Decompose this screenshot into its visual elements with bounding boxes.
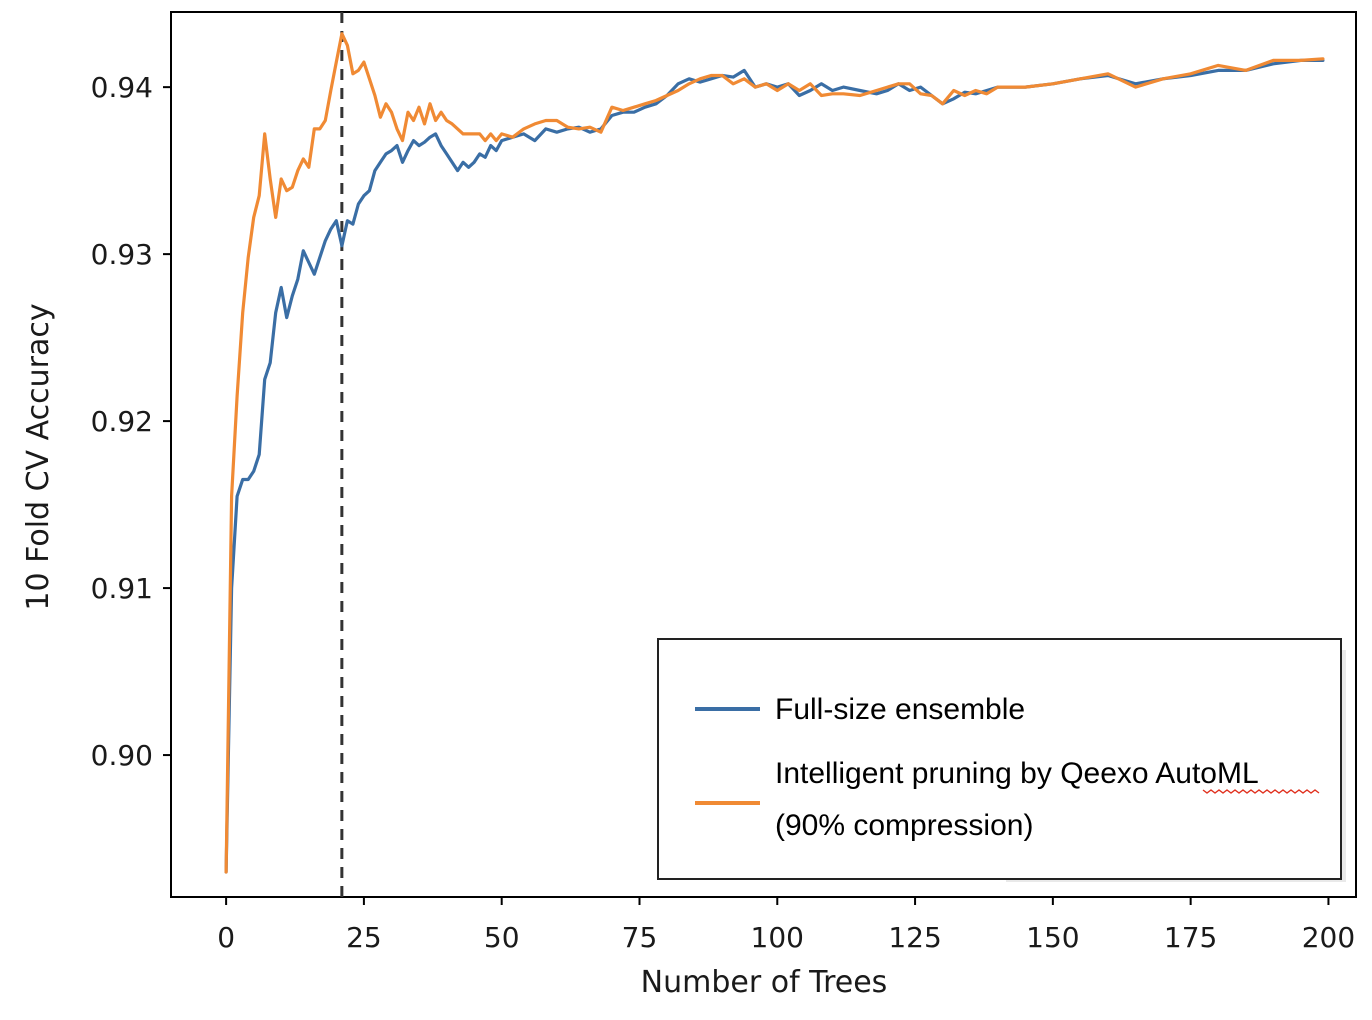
series-layer — [224, 32, 1325, 874]
legend-box — [657, 638, 1342, 880]
x-tick-label: 175 — [1164, 921, 1217, 954]
x-tick-label: 50 — [484, 921, 520, 954]
y-tick-label: 0.91 — [91, 572, 153, 605]
y-axis-label: 10 Fold CV Accuracy — [21, 303, 56, 610]
x-tick-label: 25 — [346, 921, 382, 954]
plot-frame — [170, 11, 1357, 898]
x-axis-ticks: 0 25 50 75 100 125 150 175 200 — [217, 897, 1355, 954]
y-tick-label: 0.92 — [91, 405, 153, 438]
spellcheck-squiggle — [1202, 789, 1320, 794]
x-axis-label: Number of Trees — [641, 965, 888, 1000]
y-tick-label: 0.93 — [91, 238, 153, 271]
legend: Full-size ensemble Intelligent pruning b… — [657, 638, 1346, 882]
series-line-intelligent-pruning — [224, 32, 1325, 874]
y-tick-label: 0.94 — [91, 71, 153, 104]
legend-label-intelligent-pruning-line2: (90% compression) — [775, 809, 1033, 842]
x-tick-label: 125 — [888, 921, 941, 954]
x-tick-label: 100 — [751, 921, 804, 954]
x-tick-label: 200 — [1302, 921, 1355, 954]
y-axis-ticks: 0.90 0.91 0.92 0.93 0.94 — [91, 71, 171, 772]
legend-label-intelligent-pruning-line1: Intelligent pruning by Qeexo AutoML — [775, 757, 1259, 790]
legend-label-full-size: Full-size ensemble — [775, 693, 1025, 726]
x-tick-label: 150 — [1026, 921, 1079, 954]
x-tick-label: 75 — [622, 921, 658, 954]
y-tick-label: 0.90 — [91, 739, 153, 772]
x-tick-label: 0 — [217, 921, 235, 954]
